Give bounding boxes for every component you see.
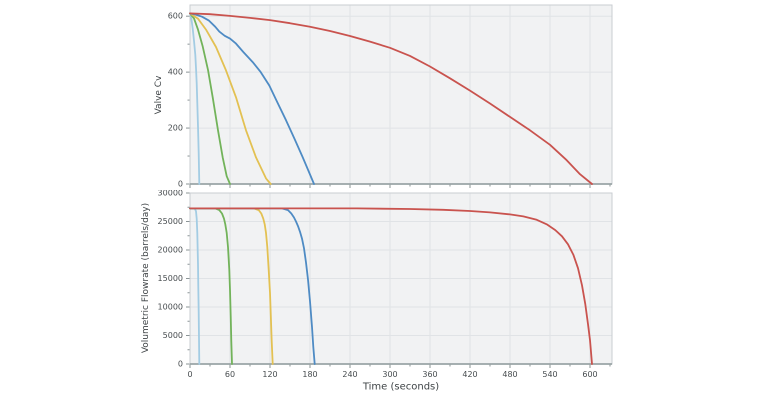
series-blue <box>189 207 316 365</box>
y-tick-label: 20000 <box>158 246 183 255</box>
series-green <box>189 207 233 365</box>
y-tick-label: 25000 <box>158 217 183 226</box>
y-tick-label: 5000 <box>163 331 183 340</box>
series-light-blue <box>189 12 201 185</box>
series-yellow <box>189 207 274 365</box>
series-blue <box>189 12 315 185</box>
x-tick-label: 60 <box>225 370 235 379</box>
y-tick-label: 10000 <box>158 303 183 312</box>
x-tick-label: 480 <box>502 370 517 379</box>
x-tick-label: 300 <box>382 370 397 379</box>
series-light-blue <box>189 207 201 365</box>
flowrate-chart: 0 5000 10000 15000 20000 25000 30000 0 60 120 180 2… <box>158 190 613 379</box>
y-tick-label: 15000 <box>158 274 183 283</box>
x-tick-label: 180 <box>302 370 317 379</box>
y-tick-label: 600 <box>168 12 183 21</box>
series-red <box>189 12 593 185</box>
x-tick-label: 120 <box>262 370 277 379</box>
x-tick-label: 420 <box>462 370 477 379</box>
y-tick-label: 0 <box>178 180 183 189</box>
y-tick-label: 200 <box>168 124 183 133</box>
y-tick-label: 400 <box>168 68 183 77</box>
y-tick-label: 0 <box>178 360 183 369</box>
valve-cv-chart: 0 200 400 600 <box>168 4 613 189</box>
x-tick-label: 0 <box>187 370 192 379</box>
x-tick-label: 240 <box>342 370 357 379</box>
flowrate-y-axis-title: Volumetric Flowrate (barrels/day) <box>141 202 151 354</box>
plot-area <box>190 5 612 184</box>
x-tick-label: 360 <box>422 370 437 379</box>
x-tick-label: 600 <box>582 370 597 379</box>
series-yellow <box>189 12 272 185</box>
series-green <box>189 12 231 185</box>
valve-cv-y-axis-title: Valve Cv <box>154 75 164 115</box>
x-tick-label: 540 <box>542 370 557 379</box>
y-tick-label: 30000 <box>158 190 183 198</box>
series-red <box>189 207 593 365</box>
time-x-axis-title: Time (seconds) <box>362 381 440 393</box>
